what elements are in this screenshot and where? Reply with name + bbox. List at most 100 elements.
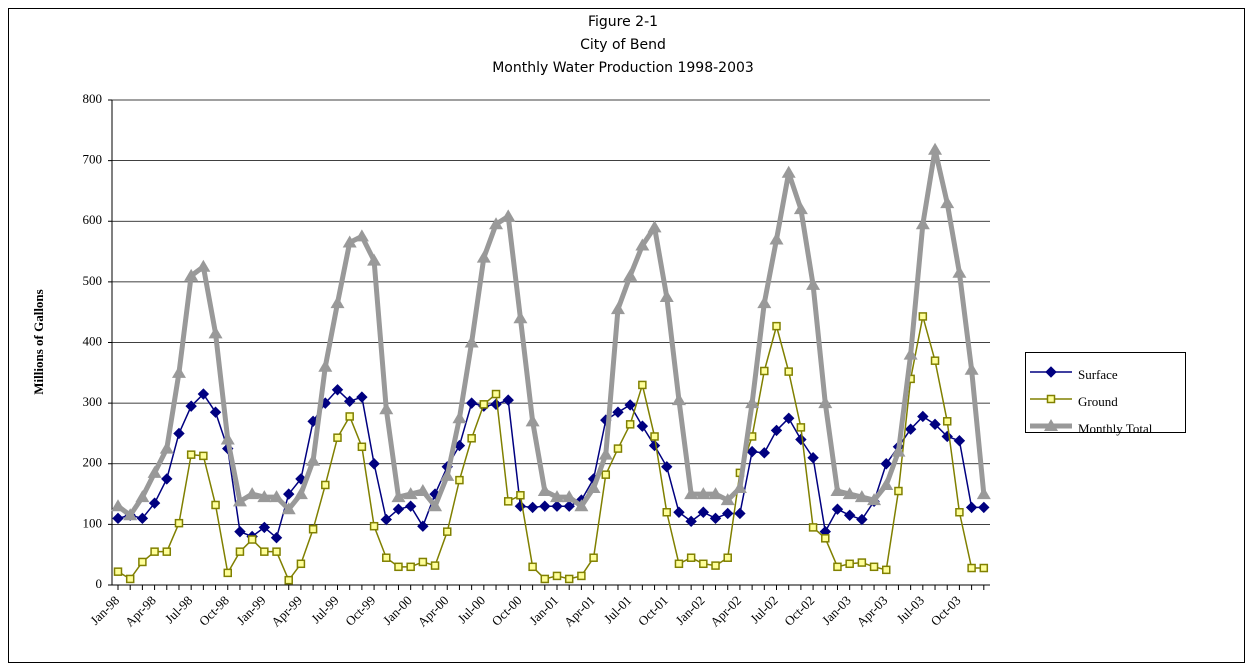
y-tick-label: 300 bbox=[83, 394, 103, 409]
data-point bbox=[843, 509, 856, 521]
data-point bbox=[635, 238, 650, 251]
data-point bbox=[648, 439, 661, 452]
data-point bbox=[356, 391, 368, 403]
legend bbox=[1025, 352, 1186, 433]
data-point bbox=[234, 525, 246, 538]
data-point bbox=[880, 458, 892, 470]
data-point bbox=[368, 458, 380, 470]
chart-title: City of Bend bbox=[580, 37, 666, 53]
data-point bbox=[331, 384, 344, 396]
data-point bbox=[699, 559, 708, 569]
data-point bbox=[732, 481, 747, 493]
data-point bbox=[659, 290, 674, 303]
data-point bbox=[490, 398, 502, 411]
data-point bbox=[540, 574, 550, 584]
data-point bbox=[674, 559, 684, 569]
data-point bbox=[967, 563, 976, 573]
legend-marker bbox=[1045, 366, 1057, 378]
chart-title: Monthly Water Production 1998-2003 bbox=[492, 60, 754, 76]
data-point bbox=[854, 490, 869, 503]
data-point bbox=[428, 499, 443, 512]
data-point bbox=[528, 562, 537, 572]
data-point bbox=[465, 397, 478, 409]
data-point bbox=[308, 524, 318, 534]
data-point bbox=[345, 412, 354, 421]
data-point bbox=[918, 312, 928, 321]
data-point bbox=[502, 394, 514, 406]
data-point bbox=[382, 553, 391, 562]
data-point bbox=[430, 561, 440, 570]
data-point bbox=[404, 500, 417, 512]
data-point bbox=[784, 367, 793, 376]
data-point bbox=[476, 250, 491, 263]
data-point bbox=[269, 490, 284, 503]
data-point bbox=[879, 477, 894, 490]
data-point bbox=[330, 296, 345, 309]
data-point bbox=[928, 142, 943, 155]
y-tick-label: 700 bbox=[83, 152, 103, 167]
data-point bbox=[770, 424, 783, 437]
data-point bbox=[220, 432, 235, 445]
data-point bbox=[113, 567, 123, 576]
data-point bbox=[513, 311, 528, 324]
y-tick-label: 0 bbox=[96, 576, 103, 591]
data-point bbox=[662, 508, 671, 517]
data-point bbox=[586, 481, 601, 493]
data-point bbox=[418, 557, 428, 567]
data-point bbox=[610, 302, 625, 315]
data-point bbox=[708, 487, 723, 500]
data-point bbox=[342, 235, 357, 248]
data-point bbox=[806, 277, 821, 290]
data-point bbox=[270, 532, 283, 544]
y-tick-label: 200 bbox=[83, 455, 103, 470]
data-point bbox=[343, 395, 356, 408]
data-point bbox=[539, 500, 551, 512]
data-point bbox=[537, 484, 552, 497]
data-point bbox=[489, 217, 504, 230]
data-point bbox=[793, 202, 808, 215]
data-point bbox=[162, 547, 172, 556]
legend-label: Monthly Total bbox=[1078, 421, 1153, 436]
data-point bbox=[272, 547, 281, 556]
data-point bbox=[440, 468, 455, 481]
data-point bbox=[306, 453, 321, 466]
data-point bbox=[125, 574, 135, 584]
data-point bbox=[452, 411, 467, 424]
data-point bbox=[283, 488, 295, 500]
data-point bbox=[211, 500, 220, 510]
data-point bbox=[942, 417, 952, 426]
data-point bbox=[929, 418, 941, 431]
data-point bbox=[915, 217, 930, 230]
data-point bbox=[781, 165, 796, 178]
data-point bbox=[174, 518, 184, 528]
data-point bbox=[684, 487, 699, 500]
data-point bbox=[562, 490, 577, 503]
data-point bbox=[467, 434, 476, 443]
data-point bbox=[647, 220, 662, 233]
data-point bbox=[550, 490, 564, 503]
data-point bbox=[295, 473, 307, 485]
legend-label: Ground bbox=[1078, 394, 1118, 409]
chart-border bbox=[8, 8, 1245, 663]
data-point bbox=[745, 396, 760, 409]
y-tick-label: 500 bbox=[83, 273, 103, 288]
data-point bbox=[150, 547, 159, 556]
y-tick-label: 800 bbox=[83, 91, 103, 106]
data-point bbox=[979, 563, 989, 573]
data-point bbox=[867, 493, 882, 506]
data-point bbox=[650, 432, 659, 441]
data-point bbox=[711, 561, 720, 570]
data-point bbox=[722, 507, 734, 520]
data-point bbox=[760, 366, 769, 376]
data-point bbox=[661, 461, 673, 473]
data-point bbox=[333, 433, 342, 442]
data-point bbox=[138, 557, 147, 567]
data-point bbox=[723, 553, 732, 562]
data-point bbox=[392, 503, 405, 515]
y-axis-label: Millions of Gallons bbox=[31, 289, 46, 394]
data-point bbox=[623, 268, 638, 281]
data-point bbox=[232, 494, 247, 507]
data-point bbox=[845, 559, 854, 569]
data-point bbox=[821, 534, 830, 543]
